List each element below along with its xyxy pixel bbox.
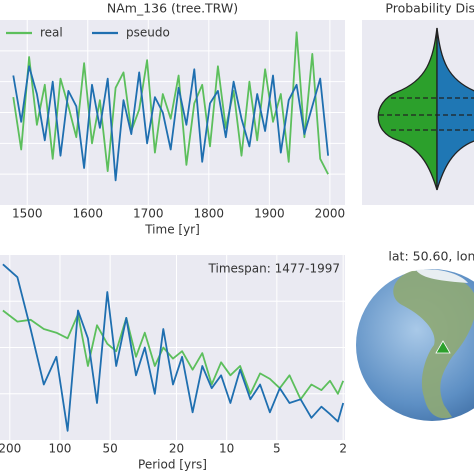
chart-title: lat: 50.60, lon: 2 (388, 249, 474, 264)
x-tick-label: 2 (339, 442, 347, 456)
x-tick-label: 20 (169, 442, 184, 456)
series-line (2, 309, 345, 401)
legend-label: pseudo (126, 26, 170, 40)
series-line (12, 31, 329, 175)
series-line (2, 263, 345, 432)
x-tick-label: 1700 (133, 207, 164, 221)
spectrum-layer (0, 255, 345, 440)
x-tick-label: 1800 (194, 207, 225, 221)
violin-half (436, 27, 474, 191)
x-tick-label: 200 (0, 442, 21, 456)
x-tick-label: 2000 (315, 207, 346, 221)
x-axis-label: Time [yr] (144, 223, 200, 237)
x-tick-label: 50 (103, 442, 118, 456)
x-axis-label: Period [yrs] (138, 458, 207, 472)
site-marker (435, 340, 451, 354)
x-tick-label: 1500 (12, 207, 43, 221)
x-tick-label: 100 (49, 442, 72, 456)
x-tick-label: 1600 (72, 207, 103, 221)
chart-title: Probability Distri (385, 1, 474, 16)
x-tick-label: 5 (273, 442, 281, 456)
series-line (12, 65, 329, 182)
violin-half (377, 27, 438, 191)
land (393, 270, 474, 419)
x-tick-label: 1900 (254, 207, 285, 221)
ice (416, 269, 468, 283)
annotation: Timespan: 1477-1997 (208, 262, 340, 276)
x-tick-label: 10 (219, 442, 234, 456)
chart-title: NAm_136 (tree.TRW) (107, 1, 238, 16)
legend-label: real (40, 26, 63, 40)
timeseries-layer (0, 20, 345, 205)
